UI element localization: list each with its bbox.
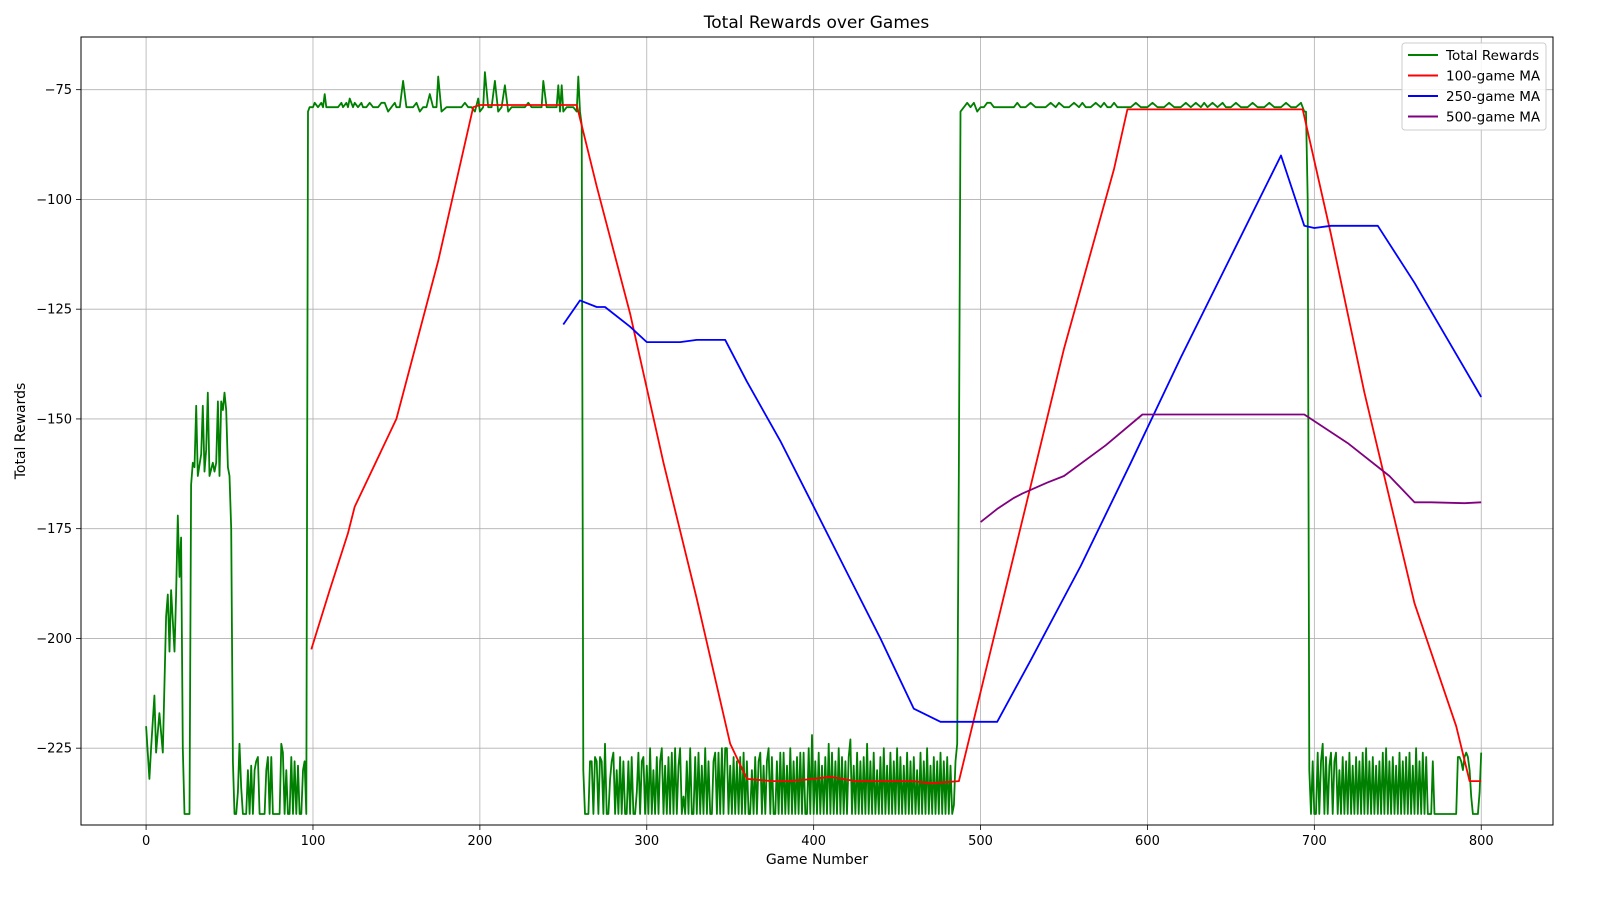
y-tick-label: −175 <box>36 522 72 537</box>
x-tick-label: 800 <box>1469 834 1494 849</box>
x-tick-label: 0 <box>142 834 150 849</box>
y-tick-label: −125 <box>36 303 72 318</box>
legend-label-total-rewards: Total Rewards <box>1445 48 1539 64</box>
legend: Total Rewards 100-game MA 250-game MA 50… <box>1401 42 1547 131</box>
x-tick-label: 100 <box>301 834 326 849</box>
y-axis-label: Total Rewards <box>13 383 29 481</box>
plot-frame <box>80 36 1554 826</box>
series-group <box>145 71 1483 815</box>
y-tick-label: −200 <box>36 632 72 647</box>
x-tick-label: 200 <box>467 834 492 849</box>
x-tick-label: 400 <box>801 834 826 849</box>
series-line-250-game-ma <box>562 154 1482 723</box>
y-tick-label: −75 <box>45 83 72 98</box>
x-tick-label: 700 <box>1302 834 1327 849</box>
grid <box>81 37 1553 825</box>
legend-box <box>1401 42 1547 131</box>
x-axis-label: Game Number <box>766 852 869 868</box>
x-tick-label: 500 <box>968 834 993 849</box>
series-line-total-rewards <box>145 71 1483 815</box>
x-axis-ticks: 0 100 200 300 400 500 600 700 800 <box>142 825 1494 849</box>
legend-label-500-ma: 500-game MA <box>1446 110 1541 126</box>
series-line-500-game-ma <box>980 413 1482 523</box>
y-tick-label: −150 <box>36 412 72 427</box>
y-tick-label: −100 <box>36 193 72 208</box>
x-tick-label: 300 <box>634 834 659 849</box>
series-line-100-game-ma <box>310 104 1482 785</box>
x-tick-label: 600 <box>1135 834 1160 849</box>
y-tick-label: −225 <box>36 742 72 757</box>
y-axis-ticks: −225 −200 −175 −150 −125 −100 −75 <box>36 83 81 757</box>
legend-label-250-ma: 250-game MA <box>1446 89 1541 105</box>
chart-title: Total Rewards over Games <box>703 13 930 33</box>
legend-label-100-ma: 100-game MA <box>1446 69 1541 85</box>
